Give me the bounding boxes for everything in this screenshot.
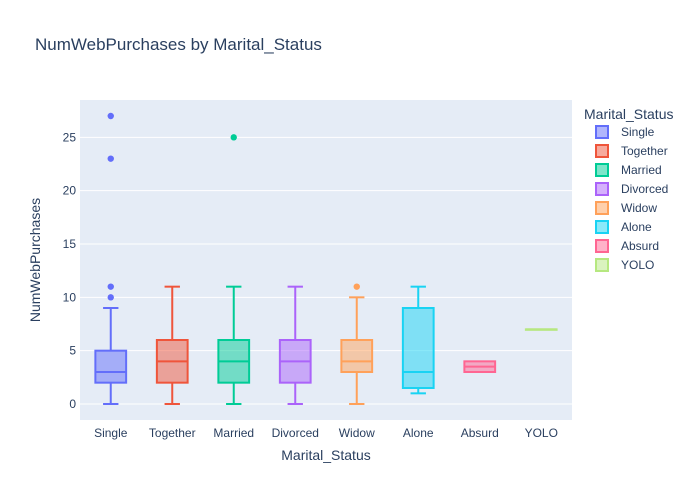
y-axis-title: NumWebPurchases: [27, 198, 43, 322]
y-tick-labels: 0 5 10 15 20 25: [63, 130, 77, 411]
legend-label: Widow: [621, 201, 657, 215]
legend-label: Together: [621, 144, 668, 158]
box-widow: [340, 283, 374, 405]
y-tick-label: 0: [69, 397, 76, 411]
legend-swatch: [595, 163, 609, 177]
legend-label: Absurd: [621, 239, 659, 253]
legend-swatch: [595, 125, 609, 139]
legend-label: Single: [621, 125, 655, 139]
x-tick-label: Single: [94, 426, 128, 440]
y-tick-label: 5: [69, 344, 76, 358]
box-absurd: [463, 360, 497, 374]
x-axis-title: Marital_Status: [281, 447, 370, 463]
legend-item-alone[interactable]: Alone: [595, 220, 652, 234]
x-tick-labels: Single Together Married Divorced Widow Alone A…: [94, 426, 558, 440]
legend-item-widow[interactable]: Widow: [595, 201, 657, 215]
box-yolo: [524, 328, 558, 331]
legend-label: YOLO: [621, 258, 654, 272]
legend-item-yolo[interactable]: YOLO: [595, 258, 654, 272]
box-iqr: [340, 339, 374, 373]
legend-item-single[interactable]: Single: [595, 125, 655, 139]
y-tick-label: 15: [63, 237, 77, 251]
legend: Marital_Status Single Together Married Divo…: [584, 106, 673, 272]
box-together: [155, 285, 189, 405]
box-iqr: [401, 307, 435, 389]
y-tick-label: 20: [63, 184, 77, 198]
outlier-point: [107, 294, 114, 301]
legend-item-absurd[interactable]: Absurd: [595, 239, 659, 253]
chart-title: NumWebPurchases by Marital_Status: [35, 35, 322, 54]
outlier-point: [230, 134, 237, 141]
outlier-point: [353, 283, 360, 290]
y-tick-label: 25: [63, 130, 77, 144]
legend-title: Marital_Status: [584, 106, 673, 122]
legend-swatch: [595, 182, 609, 196]
legend-item-married[interactable]: Married: [595, 163, 662, 177]
x-tick-label: Divorced: [272, 426, 319, 440]
y-tick-label: 10: [63, 290, 77, 304]
box-alone: [401, 285, 435, 395]
legend-label: Alone: [621, 220, 652, 234]
plot-area: [80, 100, 572, 420]
x-tick-label: YOLO: [525, 426, 558, 440]
legend-swatch: [595, 144, 609, 158]
x-tick-label: Married: [213, 426, 254, 440]
legend-swatch: [595, 201, 609, 215]
legend-label: Divorced: [621, 182, 668, 196]
outlier-point: [107, 155, 114, 162]
legend-item-together[interactable]: Together: [595, 144, 668, 158]
x-tick-label: Alone: [403, 426, 434, 440]
outlier-point: [107, 112, 114, 120]
box-married: [217, 134, 251, 405]
box-iqr: [94, 349, 128, 384]
box-single: [94, 112, 128, 405]
legend-swatch: [595, 239, 609, 253]
legend-swatch: [595, 220, 609, 234]
legend-item-divorced[interactable]: Divorced: [595, 182, 668, 196]
outlier-point: [107, 283, 114, 290]
x-tick-label: Widow: [339, 426, 375, 440]
box-series: [94, 112, 558, 405]
legend-swatch: [595, 258, 609, 272]
box-divorced: [278, 285, 312, 405]
x-tick-label: Absurd: [461, 426, 499, 440]
legend-label: Married: [621, 163, 662, 177]
x-tick-label: Together: [149, 426, 196, 440]
